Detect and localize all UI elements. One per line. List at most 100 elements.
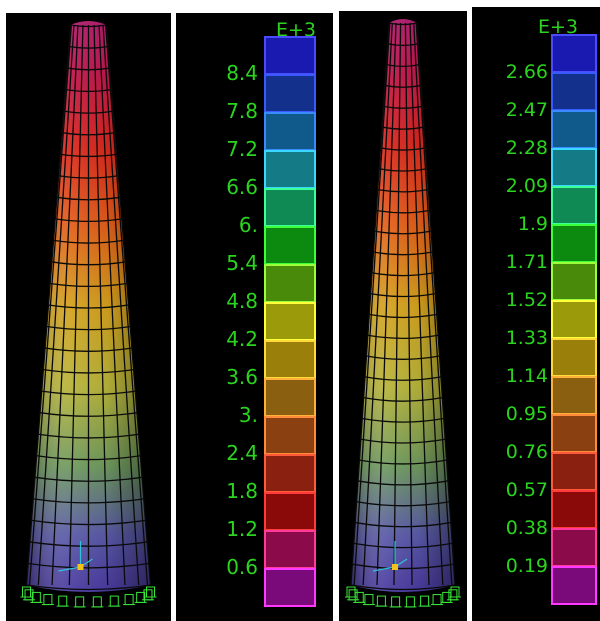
scale-swatch [551,186,597,225]
contour-legend-2: E+3 2.66 2.47 2.28 2.09 1.9 1.71 1.52 1.… [472,7,600,621]
mesh-meridian [37,24,75,586]
mesh-ring [363,397,443,402]
support-symbol [58,595,68,607]
scale-swatch [264,302,316,341]
legend-label: 0.19 [506,555,548,577]
legend-label: 2.4 [226,441,258,465]
mesh-meridian [404,22,413,586]
mesh-ring [357,480,449,486]
legend-labels-2: 2.66 2.47 2.28 2.09 1.9 1.71 1.52 1.33 1… [506,61,548,577]
axis-x [372,566,396,572]
support-symbol [75,596,85,608]
mesh-meridian [102,24,140,586]
support-symbol [376,595,386,607]
legend-label: 2.66 [506,61,548,83]
base-supports [345,586,461,608]
legend-label: 2.28 [506,137,548,159]
scale-swatch [264,74,316,113]
mesh-ring [383,105,423,109]
mesh-ring [374,230,432,235]
scale-swatch [551,34,597,73]
base-supports [20,586,157,608]
contour-legend-1: E+3 8.4 7.8 7.2 6.6 6. 5.4 4.8 4.2 3.6 3… [176,13,333,621]
color-scale-bar-2 [551,34,597,605]
origin-marker [392,564,398,570]
legend-label: 3. [239,403,258,427]
legend-label: 3.6 [226,365,258,389]
mesh-ring [388,22,418,26]
axis-x [58,566,81,572]
support-symbol [448,589,458,601]
mesh-ring [355,521,451,528]
mesh-ring [387,43,419,47]
legend-label: 4.2 [226,327,258,351]
mesh-ring [352,563,454,570]
support-symbol [348,589,358,601]
mesh-meridian [98,24,126,586]
scale-swatch [551,300,597,339]
legend-exponent-2: E+3 [538,16,578,38]
scale-swatch [264,150,316,189]
color-scale-bar-1 [264,36,316,607]
support-symbol [24,589,34,601]
scale-swatch [551,414,597,453]
mesh-meridian [104,24,149,586]
mesh-ring [376,209,430,214]
support-symbol [364,594,374,606]
mesh-ring [371,272,435,277]
mesh-meridian [28,24,73,586]
scale-swatch [264,530,316,569]
mesh-ring [350,584,456,591]
mesh-meridian [413,22,444,586]
tower-shading [351,19,455,592]
mesh-meridian [376,22,397,586]
scale-swatch [264,454,316,493]
mesh-meridian [353,22,391,586]
mesh-ring [364,376,442,381]
mesh-ring [26,584,151,591]
legend-label: 6.6 [226,175,258,199]
mesh-ring [386,63,420,68]
support-symbol [450,586,460,598]
support-symbol [136,591,146,603]
scale-swatch [551,376,597,415]
scale-swatch [551,262,597,301]
support-symbol [31,591,41,603]
support-symbol [146,586,155,598]
mesh-ring [353,542,453,549]
tower-contour-plot-2 [345,19,461,608]
mesh-meridian [409,22,430,586]
scale-swatch [551,224,597,263]
mesh-meridian [93,24,109,586]
scale-swatch [264,188,316,227]
legend-label: 0.95 [506,403,548,425]
mesh-meridian [416,22,456,586]
legend-label: 1.52 [506,289,548,311]
mesh-ring [377,188,429,193]
legend-label: 0.38 [506,517,548,539]
scale-swatch [264,226,316,265]
scale-swatch [551,452,597,491]
origin-marker [77,564,84,570]
mesh-ring [381,126,425,130]
mesh-meridian [51,24,79,586]
mesh-ring [366,355,440,360]
mesh-ring [360,438,446,444]
support-symbol [143,589,153,601]
tower-contour-plot-1 [20,21,157,608]
mesh-meridian [350,22,390,586]
legend-label: 1.9 [518,213,548,235]
scale-swatch [551,490,597,529]
tower-model-view-1 [6,13,171,621]
legend-label: 7.2 [226,137,258,161]
scale-swatch [264,492,316,531]
scale-swatch [551,72,597,111]
legend-label: 7.8 [226,99,258,123]
tower-mesh [350,22,456,591]
legend-label: 0.57 [506,479,548,501]
legend-label: 0.76 [506,441,548,463]
mesh-ring [379,168,427,172]
scale-swatch [264,264,316,303]
scale-swatch [264,568,316,607]
support-symbol [92,596,102,608]
